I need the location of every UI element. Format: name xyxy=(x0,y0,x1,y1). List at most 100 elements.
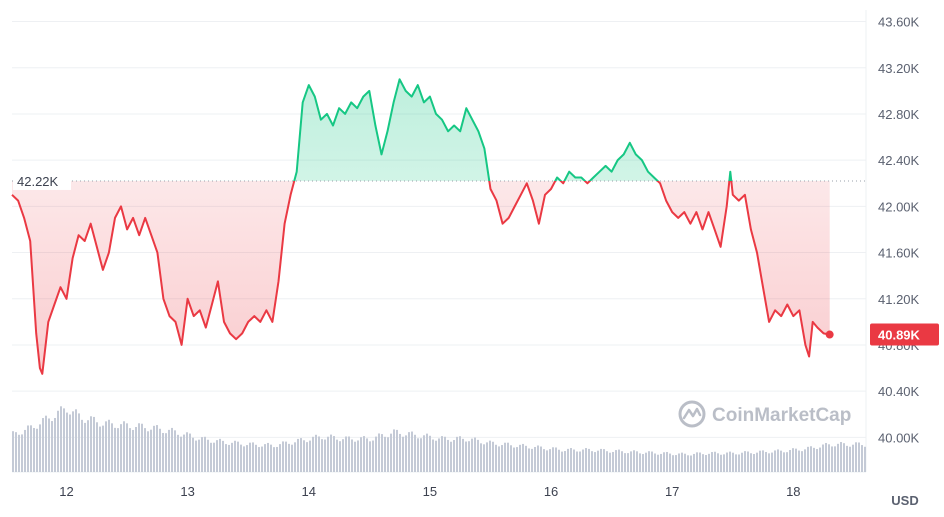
reference-price-text: 42.22K xyxy=(17,174,59,189)
volume-bar xyxy=(621,451,623,472)
coinmarketcap-logo-icon xyxy=(678,400,706,428)
volume-bar xyxy=(600,448,602,472)
volume-bar xyxy=(387,437,389,472)
x-tick-label: 14 xyxy=(302,484,316,499)
volume-bar xyxy=(60,406,62,472)
volume-bar xyxy=(330,434,332,472)
volume-bar xyxy=(687,455,689,472)
volume-bar xyxy=(675,455,677,472)
volume-bar xyxy=(372,440,374,472)
grid-lines xyxy=(12,10,867,473)
x-tick-label: 13 xyxy=(180,484,194,499)
price-area-above-reference xyxy=(12,79,830,181)
volume-bar xyxy=(735,454,737,472)
volume-bar xyxy=(807,446,809,472)
volume-bar xyxy=(783,452,785,472)
volume-bar xyxy=(339,441,341,472)
volume-bar xyxy=(546,450,548,472)
volume-bar xyxy=(204,436,206,472)
volume-bar xyxy=(108,419,110,472)
volume-bar xyxy=(453,440,455,472)
volume-bar xyxy=(555,447,557,472)
volume-bar xyxy=(636,451,638,472)
volume-bar xyxy=(90,416,92,472)
volume-bar xyxy=(765,451,767,472)
volume-bar xyxy=(483,444,485,472)
volume-bar xyxy=(564,451,566,472)
volume-bar xyxy=(711,452,713,472)
y-axis: 43.60K 43.20K 42.80K 42.40K 42.00K 41.60K 41.2… xyxy=(878,15,920,446)
volume-bar xyxy=(645,452,647,472)
volume-bar xyxy=(468,441,470,472)
volume-bar xyxy=(231,442,233,472)
volume-bar xyxy=(45,415,47,472)
volume-bar xyxy=(450,441,452,472)
volume-bar xyxy=(492,441,494,472)
volume-bar xyxy=(726,452,728,472)
volume-bar xyxy=(228,444,230,472)
volume-bar xyxy=(717,453,719,472)
volume-bar xyxy=(159,428,161,472)
volume-bar xyxy=(114,427,116,472)
volume-bar xyxy=(855,442,857,472)
volume-bar xyxy=(258,447,260,472)
volume-bar xyxy=(264,444,266,472)
volume-bar xyxy=(174,430,176,472)
volume-bar xyxy=(639,453,641,472)
y-tick-label: 41.20K xyxy=(878,292,920,307)
price-line-below-reference xyxy=(11,180,830,375)
volume-bar xyxy=(525,445,527,472)
volume-bar xyxy=(333,436,335,472)
volume-bar xyxy=(132,429,134,472)
volume-bar xyxy=(147,431,149,472)
volume-bar xyxy=(150,429,152,472)
volume-bar xyxy=(723,454,725,472)
volume-bar xyxy=(291,444,293,472)
current-price-label: 40.89K xyxy=(870,323,939,346)
volume-bar xyxy=(363,436,365,472)
price-line-above-reference xyxy=(293,78,733,181)
volume-bar xyxy=(327,436,329,472)
volume-bar xyxy=(591,451,593,472)
volume-bar xyxy=(30,425,32,472)
volume-bar xyxy=(534,447,536,472)
volume-bar xyxy=(273,447,275,472)
volume-bar xyxy=(549,449,551,472)
volume-bar xyxy=(411,431,413,472)
volume-bar xyxy=(825,442,827,472)
volume-bar xyxy=(432,439,434,472)
volume-bar xyxy=(837,443,839,472)
volume-bar xyxy=(180,436,182,472)
volume-bar xyxy=(495,444,497,472)
volume-bar xyxy=(657,454,659,472)
volume-bar xyxy=(540,446,542,472)
volume-bar xyxy=(789,450,791,472)
volume-bar xyxy=(669,453,671,472)
volume-bar xyxy=(195,440,197,472)
volume-bars xyxy=(12,406,866,472)
volume-bar xyxy=(714,451,716,472)
volume-bar xyxy=(612,451,614,472)
volume-bar xyxy=(246,445,248,472)
volume-bar xyxy=(504,442,506,472)
volume-bar xyxy=(315,434,317,472)
volume-bar xyxy=(96,422,98,472)
volume-bar xyxy=(192,437,194,472)
volume-bar xyxy=(699,452,701,472)
volume-bar xyxy=(423,435,425,472)
volume-bar xyxy=(618,449,620,472)
volume-bar xyxy=(207,439,209,472)
volume-bar xyxy=(15,432,17,472)
volume-bar xyxy=(852,444,854,472)
volume-bar xyxy=(828,444,830,472)
y-tick-label: 43.20K xyxy=(878,61,920,76)
volume-bar xyxy=(186,432,188,472)
volume-bar xyxy=(780,450,782,472)
volume-bar xyxy=(666,451,668,472)
volume-bar xyxy=(249,442,251,472)
volume-bar xyxy=(129,428,131,472)
volume-bar xyxy=(798,450,800,472)
volume-bar xyxy=(813,447,815,472)
volume-bar xyxy=(594,452,596,472)
